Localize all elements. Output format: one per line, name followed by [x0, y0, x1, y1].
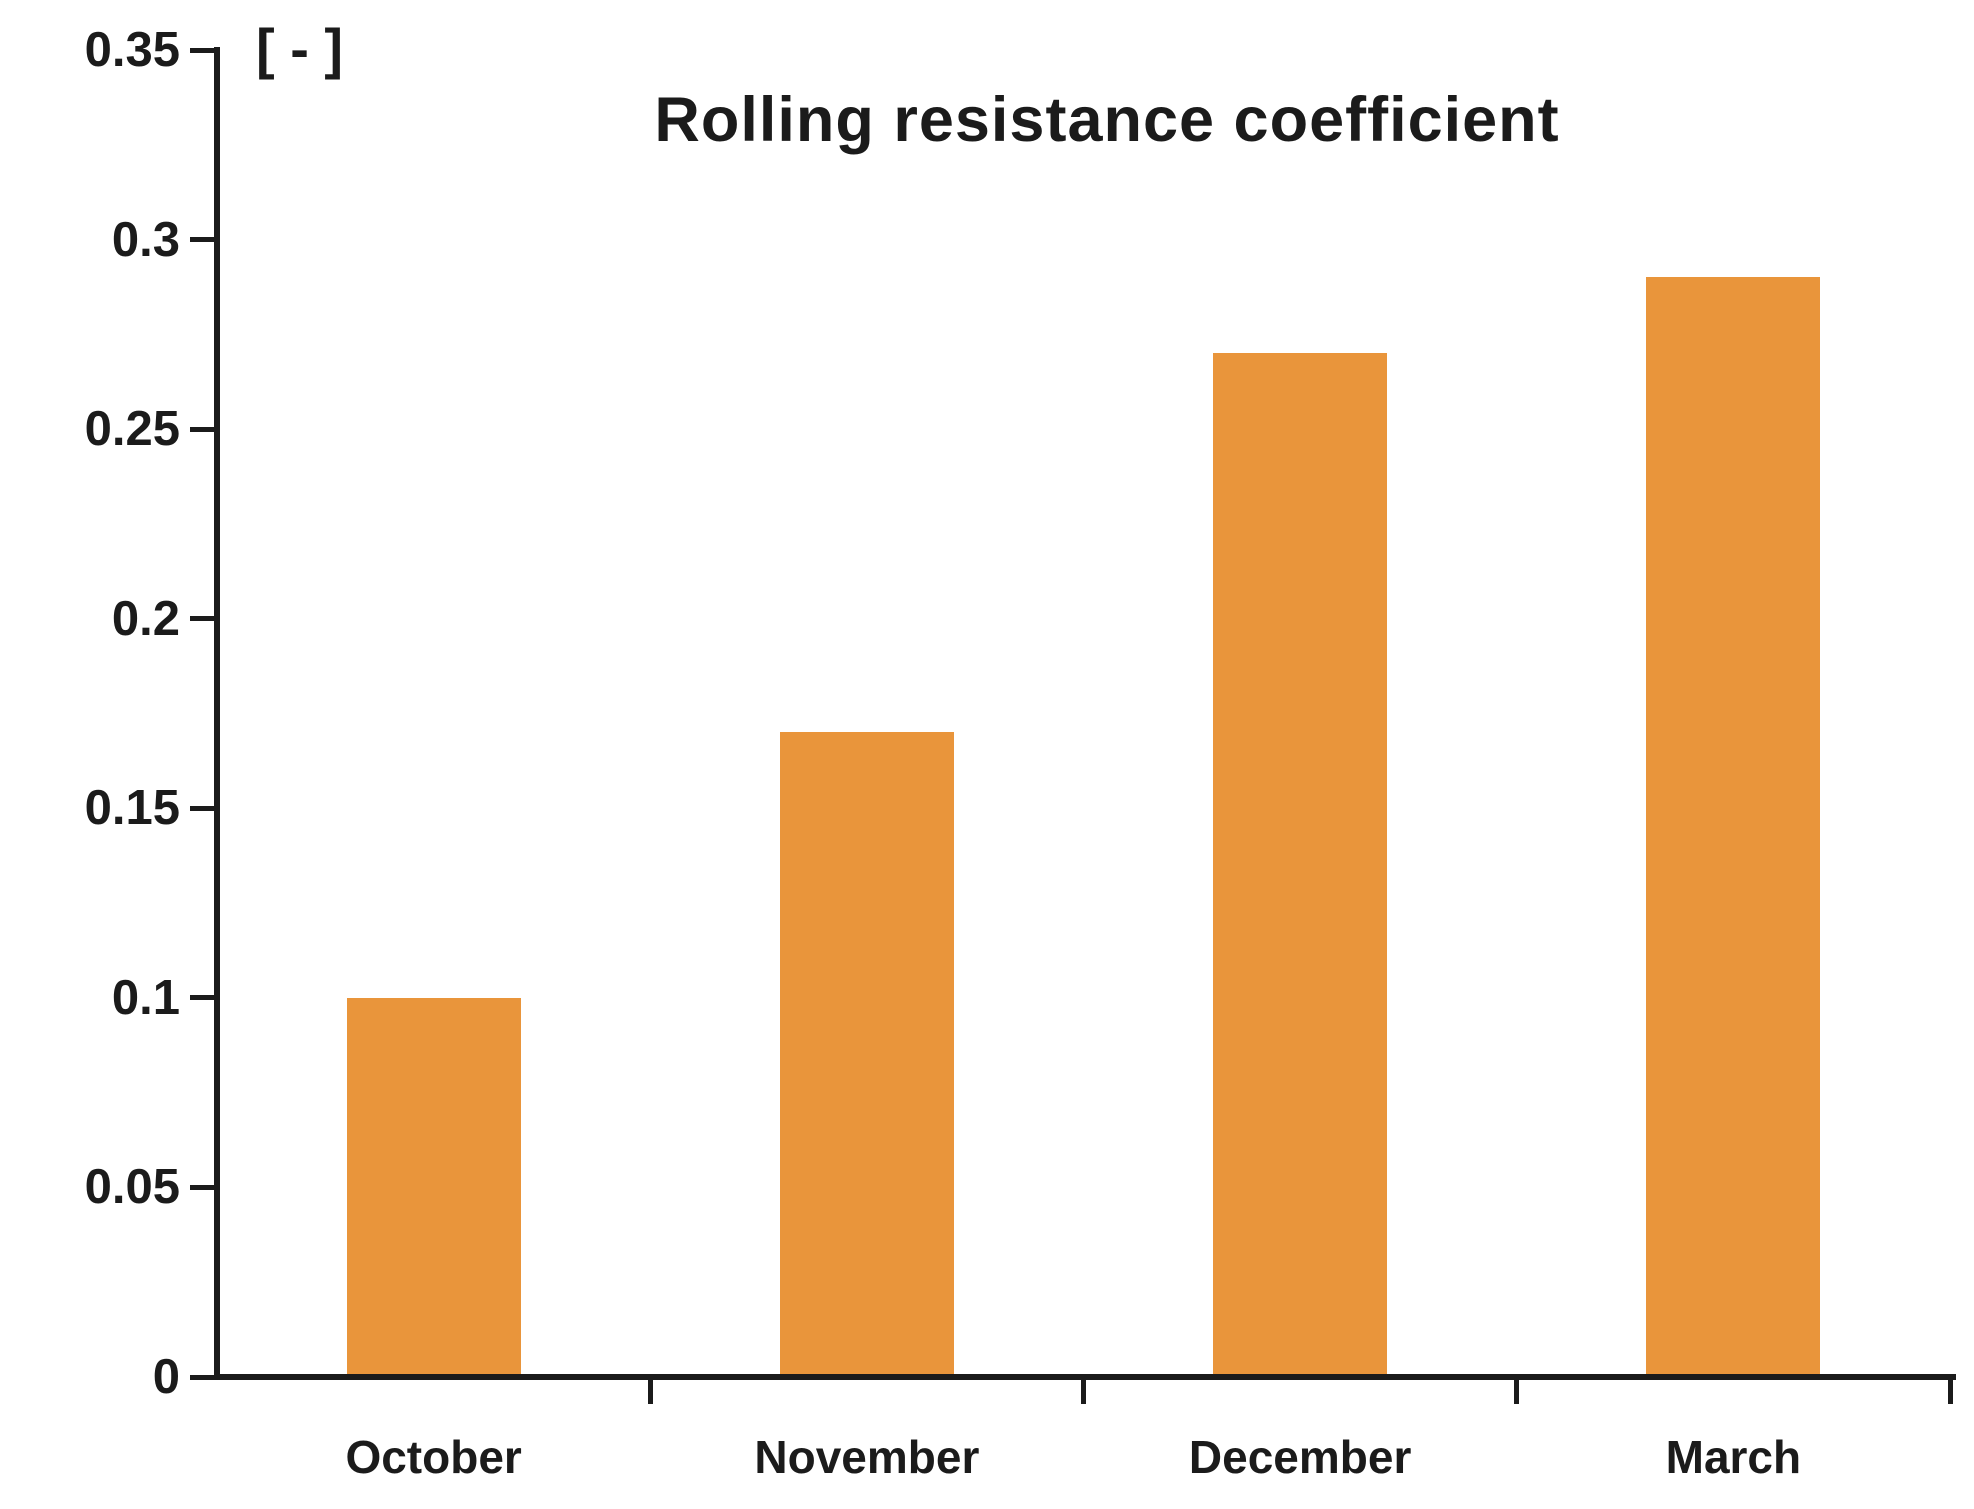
x-category-label-november: November — [754, 1431, 980, 1483]
y-tick-mark — [190, 1374, 215, 1380]
bar-december — [1213, 353, 1388, 1380]
x-category-label-october: October — [345, 1431, 522, 1483]
x-category-label-december: December — [1188, 1431, 1412, 1483]
y-axis-unit-label: [ - ] — [256, 17, 344, 80]
y-tick-label: 0 — [152, 1350, 180, 1404]
y-tick-mark — [190, 616, 215, 622]
y-tick-label: 0.25 — [84, 402, 180, 457]
y-tick-label: 0.3 — [111, 212, 180, 267]
y-tick-label: 0.15 — [84, 781, 180, 836]
y-tick-mark — [190, 426, 215, 432]
bar-march — [1646, 277, 1821, 1380]
y-tick-label: 0.05 — [84, 1160, 180, 1215]
y-tick-label: 0.2 — [111, 591, 180, 646]
y-tick-label: 0.35 — [84, 23, 180, 77]
x-axis-line — [214, 1374, 1956, 1380]
x-tick-mark — [1947, 1378, 1953, 1404]
y-axis-line — [214, 47, 220, 1380]
bar-october — [346, 997, 521, 1380]
y-tick-label: 0.1 — [111, 970, 180, 1025]
x-tick-mark — [647, 1378, 653, 1404]
x-tick-mark — [1081, 1378, 1086, 1404]
y-tick-mark — [190, 47, 215, 53]
y-tick-mark — [190, 995, 215, 1001]
y-tick-mark — [190, 805, 215, 811]
x-category-label-march: March — [1665, 1431, 1802, 1483]
chart-title: Rolling resistance coefficient — [654, 85, 1560, 155]
y-tick-mark — [190, 237, 215, 243]
x-tick-mark — [1514, 1378, 1520, 1404]
y-tick-mark — [190, 1184, 215, 1190]
bar-november — [779, 732, 954, 1380]
